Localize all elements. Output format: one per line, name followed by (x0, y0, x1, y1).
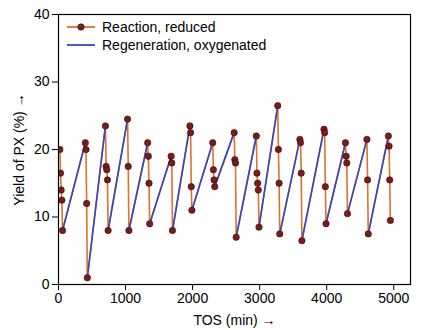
svg-text:0: 0 (55, 290, 63, 306)
svg-text:0: 0 (42, 276, 50, 292)
svg-text:TOS (min) →: TOS (min) → (193, 312, 275, 328)
svg-text:2000: 2000 (177, 290, 208, 306)
svg-text:10: 10 (34, 208, 50, 224)
svg-text:3000: 3000 (244, 290, 275, 306)
html-text:Regeneration, oxygenated: Regeneration, oxygenated (102, 37, 267, 53)
svg-text:40: 40 (34, 6, 50, 22)
svg-text:1000: 1000 (110, 290, 141, 306)
svg-text:20: 20 (34, 141, 50, 157)
svg-text:30: 30 (34, 73, 50, 89)
html-text:Reaction, reduced: Reaction, reduced (102, 19, 216, 35)
svg-text:5000: 5000 (378, 290, 409, 306)
svg-text:Yield of PX (%) →: Yield of PX (%) → (11, 93, 27, 205)
svg-text:4000: 4000 (311, 290, 342, 306)
